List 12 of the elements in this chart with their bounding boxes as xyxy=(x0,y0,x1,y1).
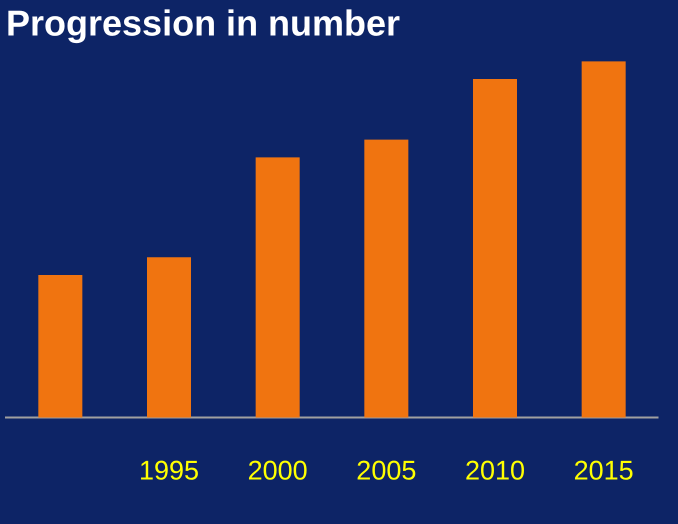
bar xyxy=(364,140,408,418)
bar xyxy=(146,257,192,418)
x-tick-label: 2005 xyxy=(356,455,416,486)
bar xyxy=(38,275,82,418)
x-tick-label: 1995 xyxy=(138,455,200,486)
bar xyxy=(582,61,626,418)
x-tick-label: 2015 xyxy=(574,455,634,486)
x-tick-label: 2000 xyxy=(248,455,308,486)
chart-title: Progression in number xyxy=(6,2,400,44)
bar xyxy=(472,79,518,418)
x-tick-label: 2010 xyxy=(464,455,526,486)
bar xyxy=(256,157,300,418)
